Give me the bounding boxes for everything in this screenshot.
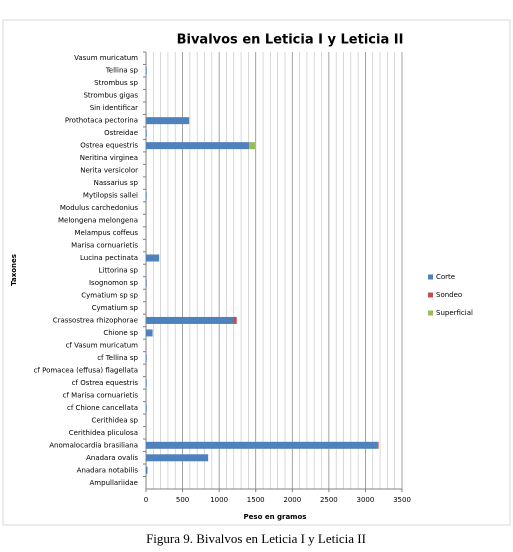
bar-segment (146, 117, 190, 125)
chart-border (2, 19, 511, 526)
y-tick-label: Mytilopsis sallei (83, 192, 138, 200)
y-tick-label: Melongena melongena (58, 217, 138, 225)
caption: Figura 9. Bivalvos en Leticia I y Letici… (146, 531, 366, 546)
chart-title: Bivalvos en Leticia I y Leticia II (177, 33, 404, 48)
y-tick-label: cf Pomacea (effusa) flagellata (34, 366, 138, 374)
y-tick-label: Prothotaca pectorina (65, 117, 138, 125)
bar-segment (146, 329, 153, 337)
y-tick-label: Ostrea equestris (80, 142, 138, 150)
y-tick-label: Cerithidea pliculosa (69, 429, 138, 437)
y-axis-label: Taxones (10, 254, 18, 286)
y-tick-label: Cymatium sp (92, 304, 139, 312)
y-tick-label: Nerita versicolor (80, 167, 138, 175)
y-tick-label: Strombus gigas (83, 92, 138, 100)
y-tick-label: Nassarius sp (94, 179, 139, 187)
bar-segment (146, 142, 250, 150)
bar-segment (146, 129, 147, 137)
bar-segment (146, 441, 378, 449)
bar-segment (146, 67, 147, 75)
y-tick-label: Crassostrea rhizophorae (53, 316, 138, 324)
bar-segment (146, 379, 147, 387)
y-tick-label: Cerithidea sp (92, 416, 139, 424)
x-tick-label: 3000 (357, 496, 375, 504)
y-tick-label: Vasum muricatum (74, 54, 138, 62)
bar-segment (146, 454, 209, 462)
y-tick-label: Modulus carchedonius (60, 204, 138, 212)
x-tick-label: 2500 (320, 496, 338, 504)
y-tick-label: Anadara notabilis (77, 466, 139, 474)
y-tick-label: Sin identificar (90, 104, 138, 112)
y-tick-label: cf Chione cancellata (67, 404, 138, 412)
x-tick-label: 0 (144, 496, 148, 504)
x-axis-label: Peso en gramos (244, 513, 307, 521)
y-tick-label: Ampullariidae (90, 479, 138, 487)
y-tick-label: cf Marisa cornuarietis (63, 391, 139, 399)
legend-label: Corte (436, 273, 455, 281)
legend-label: Sondeo (436, 291, 462, 299)
y-tick-label: Cymatium sp sp (81, 291, 138, 299)
bar-segment (146, 192, 147, 200)
legend-swatch (428, 274, 433, 280)
y-tick-label: Melampus coffeus (75, 229, 139, 237)
y-tick-label: Marisa cornuarietis (71, 242, 138, 250)
bar-segment (146, 466, 148, 474)
y-tick-label: Lucina pectinata (80, 254, 138, 262)
bar-segment (146, 316, 234, 324)
legend-swatch (428, 292, 433, 298)
y-tick-label: cf Tellina sp (97, 354, 138, 362)
y-tick-label: cf Ostrea equestris (72, 379, 139, 387)
x-tick-label: 500 (176, 496, 189, 504)
legend-label: Superficial (436, 309, 473, 317)
y-tick-label: Anomalocardia brasiliana (49, 441, 138, 449)
bar-segment (146, 354, 147, 362)
bar-segment (146, 279, 147, 287)
bar-segment (249, 142, 255, 150)
y-tick-label: Littorina sp (99, 267, 139, 275)
y-tick-label: Neritina virginea (80, 154, 138, 162)
bar-segment (233, 316, 237, 324)
x-tick-label: 1000 (210, 496, 228, 504)
y-tick-label: Tellina sp (105, 67, 139, 75)
y-tick-label: Strombus sp (94, 79, 138, 87)
x-tick-label: 3500 (393, 496, 411, 504)
bar-segment (377, 441, 379, 449)
y-tick-label: Chione sp (103, 329, 138, 337)
x-tick-label: 2000 (283, 496, 301, 504)
y-tick-label: Anadara ovalis (86, 454, 138, 462)
x-tick-label: 1500 (247, 496, 265, 504)
y-tick-label: cf Vasum muricatum (66, 341, 139, 349)
legend-swatch (428, 310, 433, 316)
y-tick-label: Isognomon sp (89, 279, 139, 287)
bar-segment (146, 404, 147, 412)
bar-segment (146, 254, 160, 262)
y-tick-label: Ostreidae (104, 129, 138, 137)
